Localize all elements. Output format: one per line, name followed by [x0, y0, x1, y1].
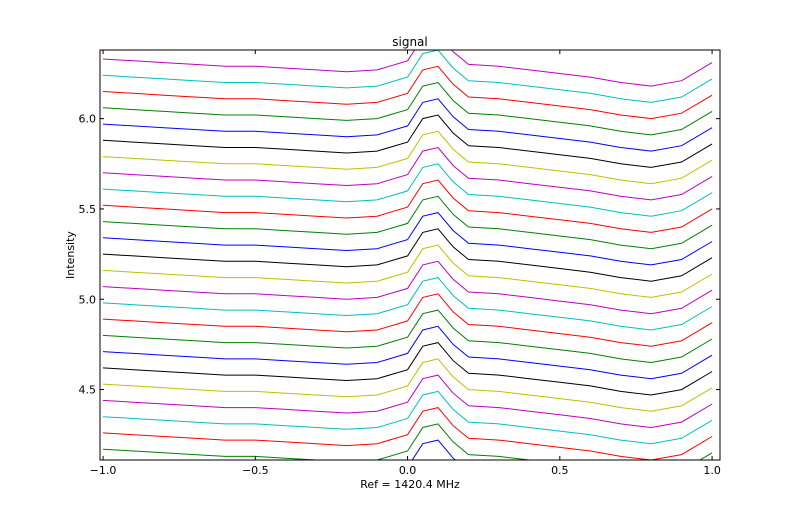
series-line: [102, 309, 713, 364]
x-tick-label: 0.0: [399, 464, 417, 477]
series-line: [102, 260, 713, 315]
y-tick-label: 6.0: [79, 113, 97, 126]
series-line: [102, 179, 713, 233]
y-tick-label: 5.0: [79, 293, 97, 306]
series-line: [102, 390, 713, 445]
series-line: [102, 98, 713, 152]
series-line: [102, 114, 713, 168]
series-line: [411, 439, 457, 460]
series-line: [102, 81, 713, 136]
series-line: [102, 293, 713, 347]
series-line: [102, 325, 713, 380]
y-axis-label: Intensity: [64, 231, 77, 279]
series-line: [102, 65, 713, 120]
series-line: [102, 407, 713, 460]
series-line: [102, 130, 713, 185]
series-line: [102, 50, 713, 103]
series-line: [102, 244, 713, 298]
plot-lines: [102, 50, 713, 460]
series-line: [102, 228, 713, 282]
series-line: [102, 358, 713, 412]
x-tick-label: 0.5: [551, 464, 569, 477]
x-axis-label: Ref = 1420.4 MHz: [360, 478, 460, 491]
x-tick-label: −1.0: [90, 464, 117, 477]
x-tick-label: −0.5: [242, 464, 269, 477]
series-line: [102, 195, 713, 250]
series-line: [102, 342, 713, 396]
axes: −1.0 −0.5 0.0 0.5 1.0 4.5 5.0 5.5 6.0: [79, 50, 721, 477]
x-tick-label: 1.0: [703, 464, 721, 477]
series-line: [102, 50, 713, 87]
series-line: [102, 146, 713, 201]
plot-frame: [99, 49, 721, 461]
y-tick-label: 5.5: [79, 203, 97, 216]
series-line: [102, 374, 713, 429]
series-line: [102, 277, 713, 331]
series-line: [102, 212, 713, 266]
series-line: [102, 423, 713, 460]
y-tick-label: 4.5: [79, 384, 97, 397]
chart-title: signal: [392, 35, 428, 49]
series-line: [102, 163, 713, 217]
